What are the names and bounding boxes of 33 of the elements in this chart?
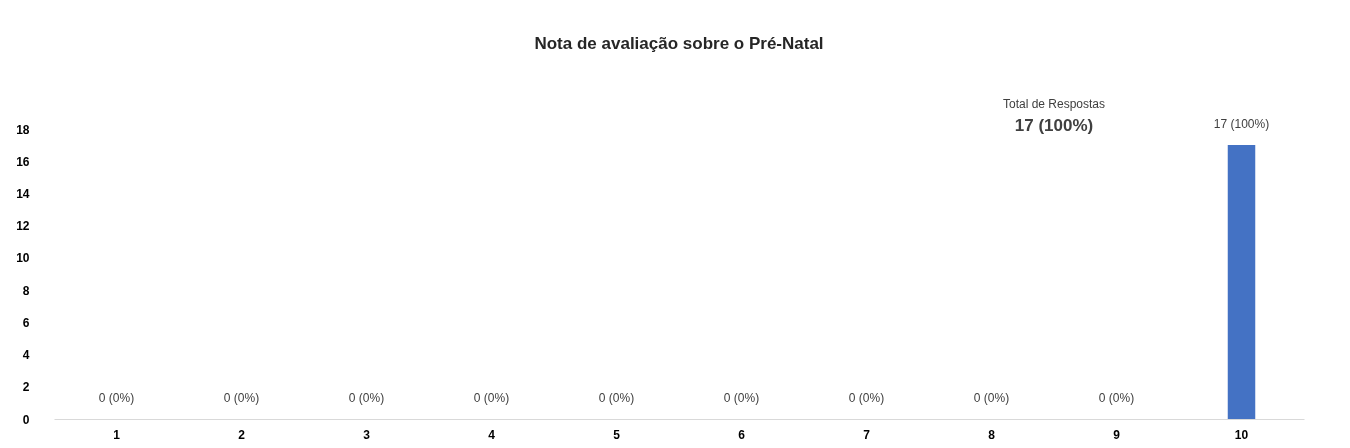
x-tick-label: 9 — [1113, 427, 1121, 442]
x-tick-label: 10 — [1234, 427, 1249, 442]
x-tick-label: 5 — [613, 427, 621, 442]
y-tick-label: 6 — [22, 315, 30, 330]
data-label: 17 (100%) — [1213, 117, 1270, 132]
y-tick-label: 12 — [16, 219, 30, 234]
y-tick-label: 4 — [22, 348, 30, 363]
data-label: 0 (0%) — [98, 391, 135, 405]
data-label: 0 (0%) — [473, 391, 510, 405]
y-tick-label: 0 — [22, 412, 30, 427]
data-label: 0 (0%) — [348, 391, 385, 405]
annotation: 17 (100%) — [1014, 116, 1094, 135]
x-tick-label: 1 — [113, 427, 121, 442]
x-tick-label: 4 — [488, 427, 496, 442]
x-tick-label: 8 — [988, 427, 996, 442]
y-tick-label: 16 — [16, 154, 30, 169]
y-tick-label: 14 — [16, 186, 30, 201]
y-tick-label: 2 — [22, 380, 30, 395]
text: Total de Respostas — [1002, 97, 1106, 111]
data-label: 0 (0%) — [723, 391, 760, 405]
x-tick-label: 3 — [363, 427, 371, 442]
data-label: 0 (0%) — [848, 391, 885, 405]
chart-title: Nota de avaliação sobre o Pré-Natal — [534, 34, 824, 53]
x-tick-label: 6 — [738, 427, 746, 442]
data-label: 0 (0%) — [223, 391, 260, 405]
data-label: 0 (0%) — [973, 391, 1010, 405]
x-tick-label: 2 — [238, 427, 246, 442]
y-tick-label: 8 — [22, 283, 30, 298]
data-label: 0 (0%) — [1098, 391, 1135, 405]
y-tick-label: 18 — [16, 122, 30, 137]
data-label: 0 (0%) — [598, 391, 635, 405]
y-tick-label: 10 — [16, 251, 30, 266]
x-tick-label: 7 — [863, 427, 871, 442]
